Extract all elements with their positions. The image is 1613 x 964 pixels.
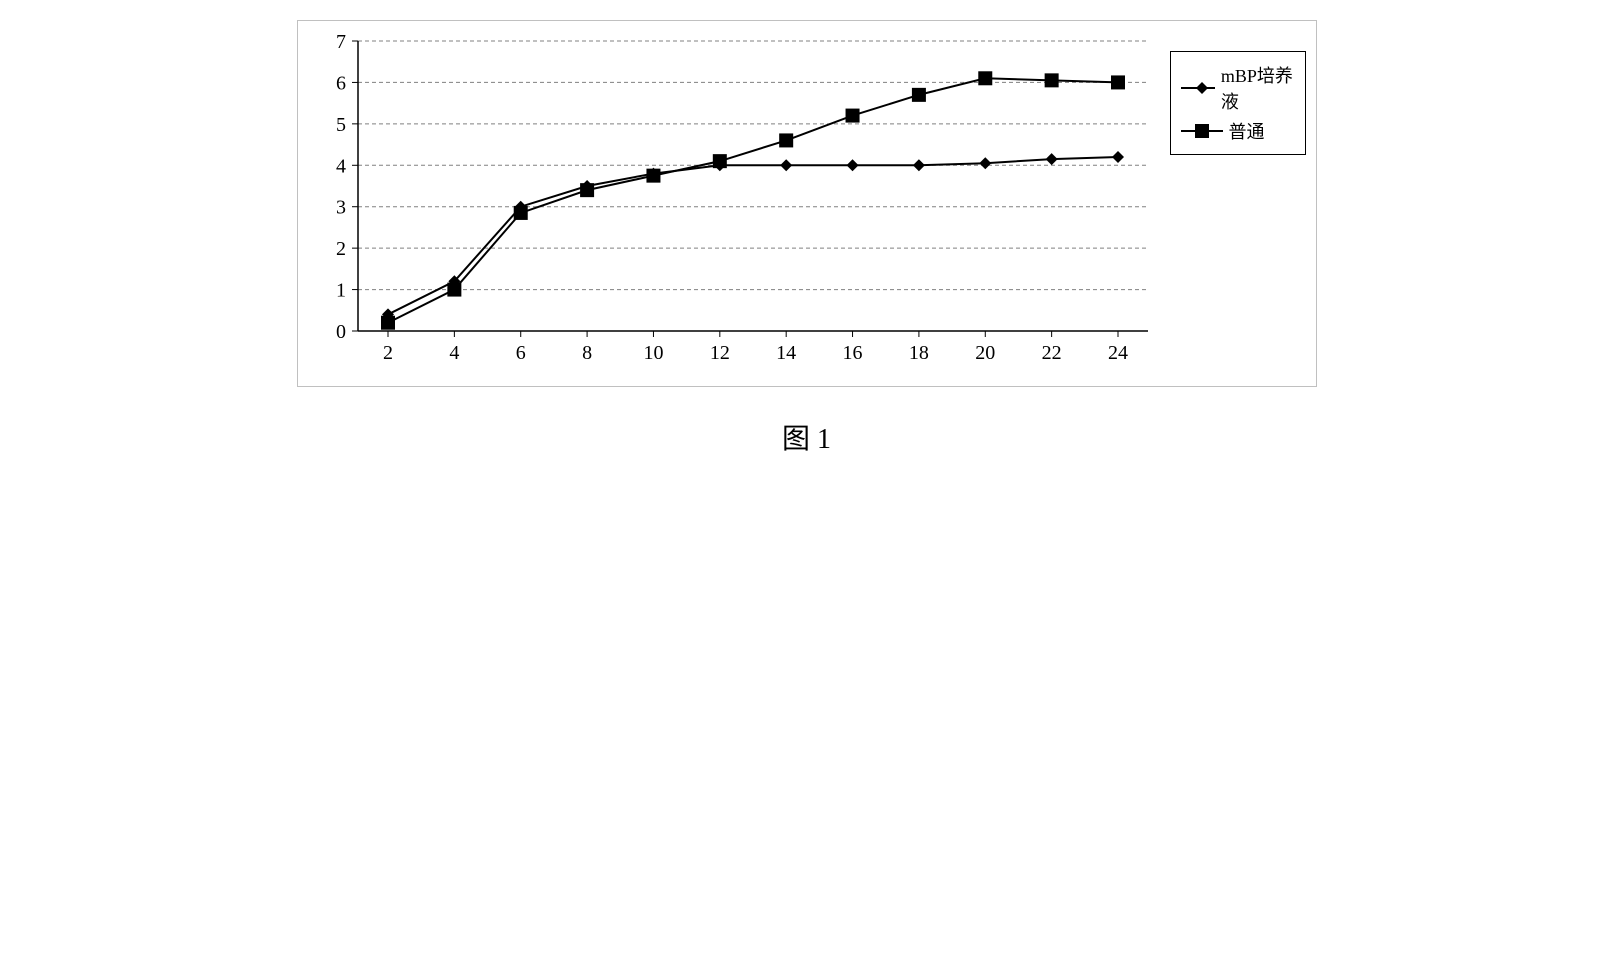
- svg-text:0: 0: [336, 321, 346, 343]
- chart-wrapper: 0123456724681012141618202224 mBP培养液普通 图 …: [20, 20, 1593, 457]
- svg-text:2: 2: [336, 238, 346, 260]
- svg-text:24: 24: [1108, 342, 1128, 364]
- svg-text:14: 14: [776, 342, 796, 364]
- svg-text:12: 12: [709, 342, 729, 364]
- svg-text:18: 18: [908, 342, 928, 364]
- svg-text:7: 7: [336, 31, 346, 53]
- svg-text:3: 3: [336, 197, 346, 219]
- svg-text:10: 10: [643, 342, 663, 364]
- legend-swatch: [1181, 80, 1215, 96]
- svg-text:4: 4: [336, 155, 346, 177]
- legend-item: 普通: [1181, 118, 1295, 144]
- svg-text:16: 16: [842, 342, 862, 364]
- svg-text:20: 20: [975, 342, 995, 364]
- chart-svg: 0123456724681012141618202224: [308, 31, 1158, 371]
- legend-label: 普通: [1229, 118, 1265, 144]
- svg-text:6: 6: [336, 72, 346, 94]
- legend-swatch: [1181, 123, 1223, 139]
- svg-text:4: 4: [449, 342, 459, 364]
- svg-text:5: 5: [336, 114, 346, 136]
- legend-item: mBP培养液: [1181, 62, 1295, 114]
- svg-text:2: 2: [383, 342, 393, 364]
- plot-area: 0123456724681012141618202224: [308, 31, 1158, 376]
- figure-caption: 图 1: [782, 417, 831, 457]
- svg-text:1: 1: [336, 280, 346, 302]
- svg-text:6: 6: [515, 342, 525, 364]
- legend: mBP培养液普通: [1170, 51, 1306, 155]
- legend-label: mBP培养液: [1221, 62, 1295, 114]
- svg-text:8: 8: [582, 342, 592, 364]
- svg-text:22: 22: [1041, 342, 1061, 364]
- chart-container: 0123456724681012141618202224 mBP培养液普通: [297, 20, 1317, 387]
